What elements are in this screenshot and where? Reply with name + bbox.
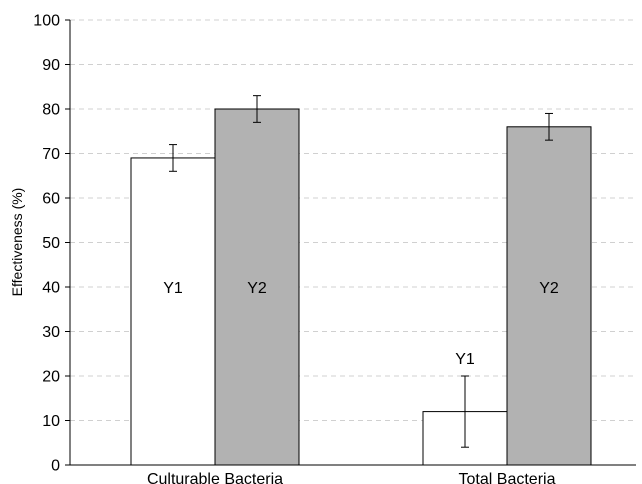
y-tick-labels: 0 10 20 30 40 50 60 70 80 90 100	[33, 13, 60, 475]
bar-labels: Y1 Y2 Y1 Y2	[163, 280, 559, 368]
bar-label-y1: Y1	[163, 280, 183, 297]
y-tick-label: 90	[42, 57, 60, 74]
x-category-label: Culturable Bacteria	[147, 471, 283, 484]
y-axis-title: Effectiveness (%)	[9, 188, 25, 297]
y-tick-label: 0	[51, 458, 60, 475]
y-tick-label: 40	[42, 280, 60, 297]
bar-label-y1: Y1	[455, 351, 475, 368]
bar-y1-1	[130, 157, 216, 466]
x-category-label: Total Bacteria	[459, 471, 556, 484]
y-tick-label: 50	[42, 235, 60, 252]
y-tick-label: 20	[42, 369, 60, 386]
bar-y2-2	[506, 126, 592, 466]
axes	[65, 19, 636, 466]
y-tick-label: 100	[33, 13, 60, 30]
y-tick-label: 70	[42, 146, 60, 163]
bar-y2-1	[214, 108, 300, 466]
y-tick-label: 80	[42, 102, 60, 119]
error-bars	[169, 95, 553, 448]
x-category-labels: Culturable Bacteria Total Bacteria	[147, 471, 556, 484]
y-tick-label: 10	[42, 413, 60, 430]
bar-label-y2: Y2	[247, 280, 267, 297]
y-tick-label: 30	[42, 324, 60, 341]
y-tick-label: 60	[42, 191, 60, 208]
bar-label-y2: Y2	[539, 280, 559, 297]
